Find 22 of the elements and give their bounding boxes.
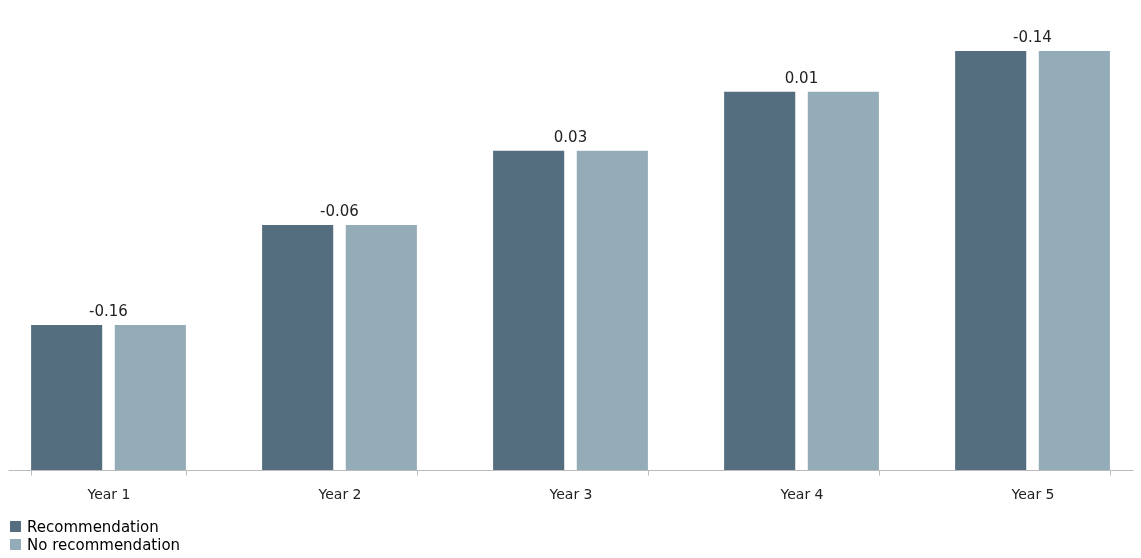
bar (807, 91, 879, 470)
legend-label: Recommendation (27, 517, 159, 536)
annotation: -0.06 (320, 201, 359, 220)
annotation: -0.16 (89, 302, 128, 321)
bar (955, 51, 1027, 470)
bar (576, 150, 648, 470)
bar (262, 224, 334, 470)
x-tick-label: Year 2 (317, 485, 362, 502)
annotation: 0.01 (784, 68, 819, 87)
bar (345, 224, 417, 470)
x-tick-label: Year 5 (1010, 485, 1055, 502)
text: -0.14 (1013, 28, 1052, 46)
bar (493, 150, 565, 470)
x-tick-label: Year 3 (548, 485, 593, 502)
annotation: 0.03 (553, 127, 588, 146)
x-tick-label: Year 4 (779, 485, 824, 502)
bar (724, 91, 796, 470)
bar (114, 325, 186, 470)
bar (1038, 51, 1110, 470)
bar (31, 325, 103, 470)
legend-label: No recommendation (27, 535, 181, 554)
x-tick-label: Year 1 (86, 485, 131, 502)
